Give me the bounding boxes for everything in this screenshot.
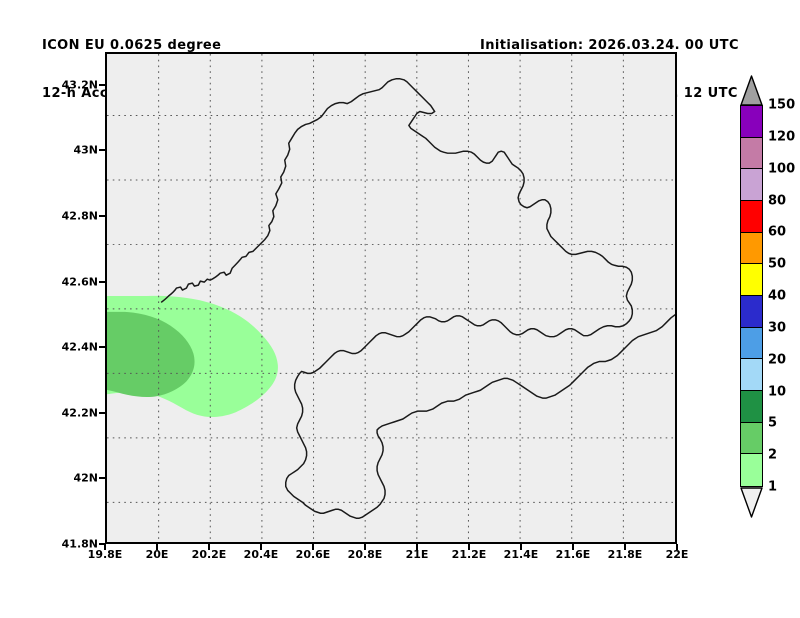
colorbar-band [741,359,762,391]
colorbar-band [741,137,762,170]
grid-lines-horizontal [107,115,675,503]
colorbar-tick-label: 1 [768,479,778,495]
y-axis-tick-label: 43N [73,143,98,157]
x-axis-tick-label: 21.2E [451,548,487,561]
colorbar-tick-label: 100 [768,161,796,177]
map-canvas [107,54,675,542]
x-axis-tick-label: 21.8E [607,548,643,561]
colorbar-tick-label: 80 [768,193,787,208]
x-axis-tick-label: 21.4E [503,548,539,561]
grid-lines-vertical [158,54,624,542]
x-axis-tick-label: 20.6E [295,548,331,561]
x-axis-tick-label: 20.2E [191,548,227,561]
colorbar-legend[interactable]: 150 120 100 80 60 50 40 30 20 10 5 2 1 [740,75,795,520]
map-background [107,54,675,542]
x-axis-tick-label: 20E [145,548,169,561]
y-axis: 43.2N 43N 42.8N 42.6N 42.4N 42.2N 42N 41.8N [0,52,98,550]
y-axis-tick-label: 42.4N [61,340,98,354]
colorbar-tick-label: 5 [768,415,778,431]
y-axis-tick-label: 42.6N [61,275,98,289]
y-axis-tick-label: 42.8N [61,209,98,223]
x-axis: 19.8E 20E 20.2E 20.4E 20.6E 20.8E 21E 21.2E 21.4… [88,548,689,568]
x-axis-tick-label: 22E [665,548,689,561]
initialisation-line: Initialisation: 2026.03.24. 00 UTC [480,38,739,53]
x-axis-tick-label: 21E [405,548,429,561]
model-name-line: ICON EU 0.0625 degree [42,38,222,53]
x-axis-tick-label: 20.8E [347,548,383,561]
colorbar-band [741,327,762,360]
colorbar-band [741,106,762,138]
colorbar-band [741,232,762,265]
colorbar-band [741,422,762,455]
colorbar-tick-label: 10 [768,384,787,399]
y-axis-tick-label: 43.2N [61,78,98,92]
colorbar-bands [740,105,763,487]
colorbar-band [741,264,762,296]
colorbar-tick-label: 150 [768,97,796,113]
colorbar-band [741,169,762,201]
colorbar-band [741,454,762,486]
map-plot-area[interactable] [105,52,677,544]
colorbar-tick-label: 20 [768,352,787,368]
colorbar-tick-label: 120 [768,129,796,145]
colorbar-tick-label: 50 [768,256,787,272]
y-axis-tick-label: 41.8N [61,537,98,551]
colorbar-tick-label: 2 [768,447,778,463]
precip-contour-2-5mm [107,311,195,397]
country-border-kosovo [160,78,675,519]
x-axis-tick-label: 21.6E [555,548,591,561]
colorbar-bottom-arrow [740,487,763,518]
colorbar-band [741,390,762,423]
colorbar-tick-label: 30 [768,320,787,336]
y-axis-tick-label: 42.2N [61,406,98,420]
x-axis-tick-label: 19.8E [87,548,123,561]
colorbar-tick-label: 60 [768,224,787,240]
x-axis-tick-label: 20.4E [243,548,279,561]
colorbar-tick-label: 40 [768,288,787,304]
colorbar-band [741,295,762,328]
y-axis-tick-label: 42N [73,471,98,485]
colorbar-top-arrow [740,75,763,106]
colorbar-band [741,200,762,233]
